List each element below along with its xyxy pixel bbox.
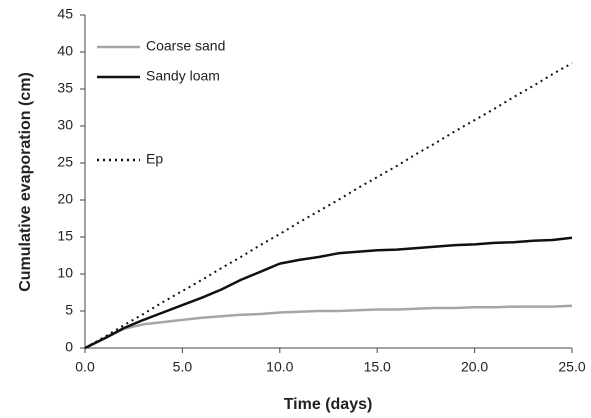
x-tick-label: 5.0: [173, 359, 193, 375]
y-tick-label: 45: [57, 6, 73, 22]
x-tick-label: 25.0: [558, 359, 585, 375]
series-line: [84, 304, 573, 350]
y-tick-label: 25: [57, 154, 73, 170]
x-tick-label: 15.0: [364, 359, 391, 375]
y-tick-label: 35: [57, 80, 73, 96]
series-line: [84, 62, 573, 349]
y-axis-title: Cumulative evaporation (cm): [17, 72, 34, 292]
y-tick-label: 30: [57, 117, 73, 133]
legend-label: Coarse sand: [146, 38, 225, 54]
y-tick-label: 0: [65, 339, 73, 355]
x-axis-title: Time (days): [284, 396, 373, 413]
y-tick-label: 5: [65, 302, 73, 318]
legend-label: Ep: [146, 151, 163, 167]
x-tick-label: 20.0: [461, 359, 488, 375]
y-tick-label: 10: [57, 265, 73, 281]
x-tick-label: 0.0: [75, 359, 95, 375]
y-tick-label: 15: [57, 228, 73, 244]
y-tick-label: 40: [57, 43, 73, 59]
legend-label: Sandy loam: [146, 68, 220, 84]
series-line: [84, 236, 573, 350]
x-tick-label: 10.0: [266, 359, 293, 375]
y-tick-label: 20: [57, 191, 73, 207]
